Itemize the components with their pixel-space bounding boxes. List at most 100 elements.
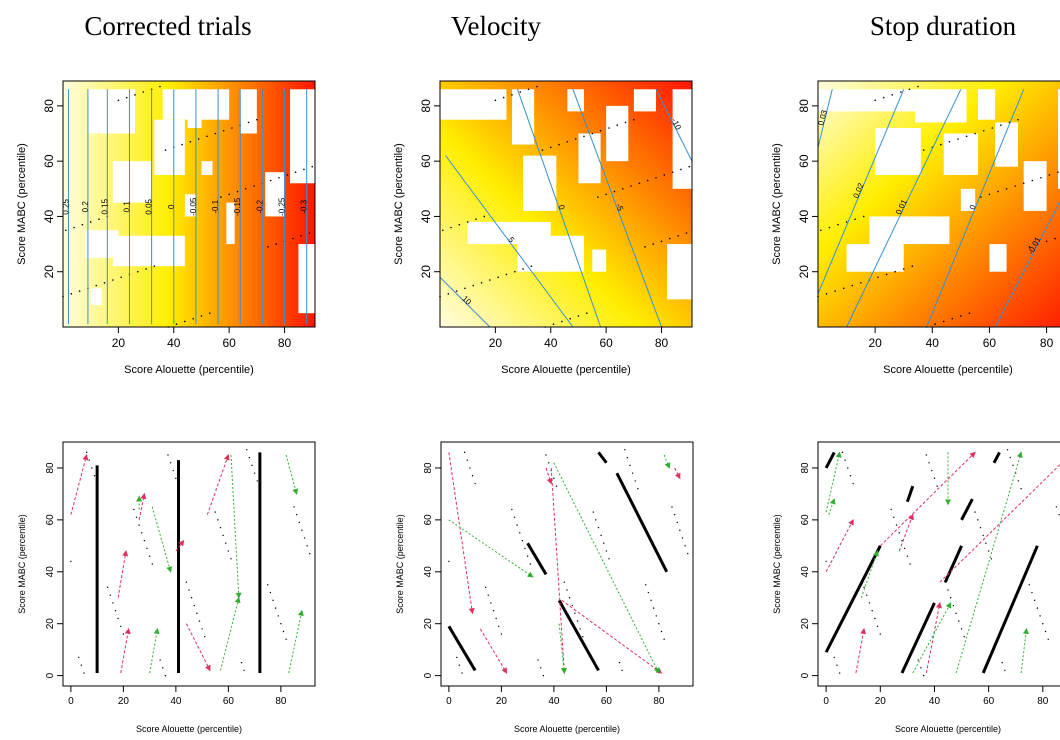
scatter-point [120,625,122,627]
no-data-region-2 [875,127,921,175]
heatmap-point [960,315,962,317]
scatter-point [474,482,476,485]
black-trajectory-4 [943,545,963,583]
red-arrow-1 [879,451,976,547]
scatter-point [645,584,647,586]
green-arrow-2 [558,623,567,675]
scatter-point [500,633,503,635]
heatmap-point [70,293,73,295]
y-axis-label: Score MABC (percentile) [395,514,405,614]
heatmap-point [677,234,679,237]
contour-label: 0 [968,203,978,211]
y-tick-label: 60 [800,514,811,526]
y-tick-label: 20 [423,618,434,630]
heatmap-point [982,129,985,132]
scatter-point [109,594,111,596]
heatmap-point [820,229,822,232]
scatter-point [647,591,650,594]
scatter-point [277,615,279,617]
red-arrow-6 [206,454,230,515]
heatmap-point [153,265,156,267]
heatmap-point [228,193,230,196]
y-tick-label: 80 [797,99,811,113]
no-data-region-2 [523,155,557,211]
heatmap-point [997,190,999,193]
heatmap-point [591,132,594,135]
scatter-point [267,584,269,586]
plot-frame [440,441,694,687]
y-axis-label: Score MABC (percentile) [771,143,783,265]
scatter-point [172,469,174,472]
contour-label: 0.25 [62,198,71,214]
heatmap-point [480,281,483,284]
black-trajectory-2 [900,602,936,674]
scatter-point [582,635,584,638]
scatter-point [117,617,119,620]
scatter-point [1012,464,1014,467]
x-tick-label: 60 [599,336,613,350]
heatmap-point [862,215,865,218]
green-arrow-5 [285,454,299,495]
y-tick-label: 60 [419,154,433,168]
scatter-point [537,659,539,661]
no-data-region-14 [184,194,196,217]
red-arrow-1 [117,550,129,598]
heatmap-point [638,182,641,185]
heatmap-point [208,312,211,314]
contour-label: 0.2 [81,201,90,213]
scatter-point [227,550,230,552]
contour-label: 0.05 [145,198,154,214]
x-tick-label: 80 [653,696,665,707]
red-arrow-5 [185,623,211,672]
green-arrow-5 [1020,627,1029,674]
scatter-point [626,456,629,459]
scatter-point [135,516,138,518]
contour-line-4 [655,89,693,162]
scatter-point [78,656,80,659]
heatmap-point [308,232,311,234]
scatter-point [825,560,827,563]
scatter-point [1020,488,1022,490]
scatter-point [974,511,976,513]
scatter-point [621,669,623,672]
x-axis-label: Score Alouette (percentile) [895,724,1001,734]
scatter-point [874,617,876,620]
heatmap-point [541,149,544,151]
scatter-point [568,597,571,599]
scatter-point [1009,456,1011,459]
scatter-point [1028,584,1030,586]
scatter-point [879,633,881,635]
scatter-point [603,542,605,544]
heatmap-point [644,246,646,248]
no-data-region-5 [578,133,601,184]
y-tick-label: 20 [419,265,433,279]
green-arrow-1 [912,602,952,674]
contour-label: 0.1 [122,201,131,213]
scatter-point [849,475,852,477]
scatter-point [652,607,655,609]
x-tick-label: 0 [68,696,74,707]
green-arrow-0 [220,596,241,671]
heatmap-point [569,317,571,320]
heatmap-point [991,127,994,129]
heatmap-point [566,141,569,143]
contour-label: -0.3 [300,199,309,213]
heatmap-point [222,129,225,132]
heatmap-point [1045,240,1048,243]
y-tick-label: 60 [797,154,811,168]
scatter-point [660,630,663,633]
x-axis-label: Score Alouette (percentile) [883,364,1013,376]
heatmap-point [854,218,856,221]
scatter-point [143,539,146,542]
scatter-point [1047,638,1049,640]
heatmap-point [669,237,671,240]
heatmap-point [860,281,862,284]
x-axis-label: Score Alouette (percentile) [501,364,631,376]
scatter-point [1055,506,1058,508]
y-tick-label: 40 [42,209,56,223]
no-data-region-11 [226,202,235,245]
scatter-point [188,589,190,591]
heatmap-point [951,317,954,320]
scatter-point [498,625,500,627]
heatmap-point [89,221,92,223]
